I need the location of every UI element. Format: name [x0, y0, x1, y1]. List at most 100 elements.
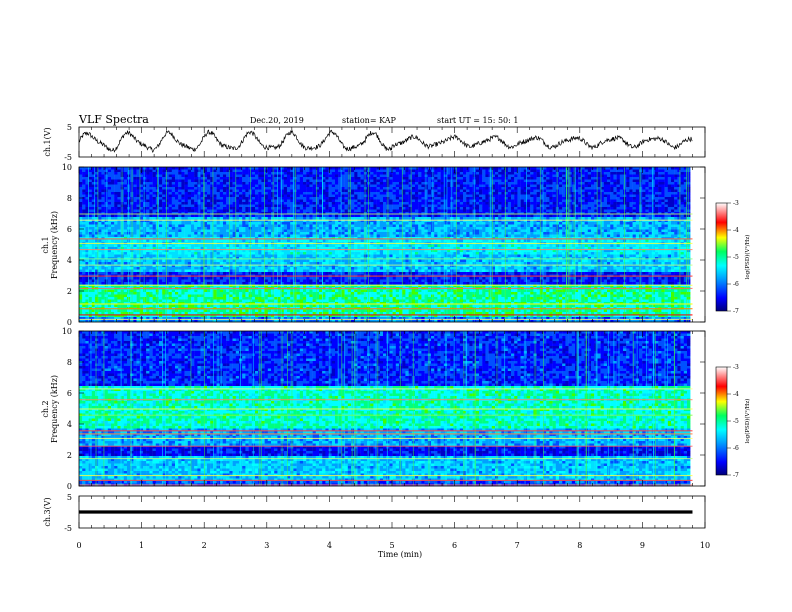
spectrogram-cell [645, 172, 648, 175]
ch1-spectrogram-panel: 0246810 ch.1 Frequency (kHz) -3-4-5-6-7 … [41, 163, 751, 327]
spectrogram-cell [101, 185, 104, 188]
spectrogram-cell [514, 185, 517, 188]
spectrogram-cell [223, 167, 226, 170]
spectrogram-cell [181, 177, 184, 180]
spectrogram-cell [178, 167, 181, 170]
spectrogram-cell [188, 167, 191, 170]
spectrogram-cell [319, 180, 322, 183]
spectrogram-cell [620, 175, 623, 178]
spectrogram-cell [674, 182, 677, 185]
spectrogram-cell [674, 172, 677, 175]
spectrogram-cell [389, 182, 392, 185]
spectrogram-cell [501, 175, 504, 178]
spectrogram-cell [671, 185, 674, 188]
spectrogram-cell [466, 175, 469, 178]
spectrogram-cell [252, 175, 255, 178]
spectrogram-cell [661, 182, 664, 185]
spectrogram-cell [245, 177, 248, 180]
spectrogram-cell [437, 180, 440, 183]
spectrogram-cell [188, 182, 191, 185]
spectrogram-cell [181, 167, 184, 170]
spectrogram-cell [309, 167, 312, 170]
spectrogram-cell [543, 167, 546, 170]
spectrogram-cell [476, 182, 479, 185]
spectrogram-cell [153, 180, 156, 183]
spectrogram-cell [517, 175, 520, 178]
spectrogram-cell [482, 180, 485, 183]
spectrogram-cell [613, 180, 616, 183]
spectrogram-cell [485, 177, 488, 180]
spectrogram-cell [665, 172, 668, 175]
spectrogram-cell [396, 172, 399, 175]
spectrogram-cell [437, 172, 440, 175]
spectrogram-cell [153, 172, 156, 175]
spectrogram-cell [108, 180, 111, 183]
spectrogram-cell [418, 167, 421, 170]
spectrogram-cell [668, 185, 671, 188]
spectrogram-cell [332, 185, 335, 188]
spectrogram-cell [124, 182, 127, 185]
spectrogram-cell [485, 172, 488, 175]
spectrogram-cell [495, 172, 498, 175]
spectrogram-cell [588, 167, 591, 170]
spectrogram-cell [169, 185, 172, 188]
spectrogram-cell [604, 180, 607, 183]
spectrogram-cell [351, 182, 354, 185]
spectrogram-cell [373, 167, 376, 170]
spectrogram-cell [300, 167, 303, 170]
spectrogram-cell [345, 175, 348, 178]
spectrogram-cell [265, 167, 268, 170]
spectrogram-cell [268, 185, 271, 188]
spectrogram-cell [380, 172, 383, 175]
spectrogram-cell [591, 180, 594, 183]
spectrogram-cell [559, 175, 562, 178]
spectrogram-cell [178, 175, 181, 178]
spectrogram-cell [162, 170, 165, 173]
spectrogram-cell [415, 180, 418, 183]
spectrogram-cell [361, 175, 364, 178]
spectrogram-cell [361, 180, 364, 183]
spectrogram-cell [537, 170, 540, 173]
spectrogram-cell [665, 180, 668, 183]
spectrogram-cell [114, 175, 117, 178]
spectrogram-cell [207, 182, 210, 185]
spectrogram-cell [117, 175, 120, 178]
spectrogram-cell [588, 172, 591, 175]
spectrogram-cell [162, 175, 165, 178]
spectrogram-cell [629, 182, 632, 185]
spectrogram-cell [162, 182, 165, 185]
spectrogram-cell [287, 177, 290, 180]
spectrogram-cell [655, 185, 658, 188]
spectrogram-cell [620, 167, 623, 170]
spectrogram-cell [508, 175, 511, 178]
spectrogram-cell [495, 167, 498, 170]
spectrogram-cell [277, 180, 280, 183]
spectrogram-cell [114, 180, 117, 183]
spectrogram-cell [370, 177, 373, 180]
spectrogram-cell [181, 170, 184, 173]
spectrogram-cell [501, 167, 504, 170]
spectrogram-cell [284, 167, 287, 170]
spectrogram-cell [255, 170, 258, 173]
spectrogram-cell [268, 180, 271, 183]
spectrogram-cell [383, 180, 386, 183]
spectrogram-cell [457, 167, 460, 170]
spectrogram-cell [268, 167, 271, 170]
spectrogram-cell [220, 167, 223, 170]
spectrogram-cell [457, 177, 460, 180]
spectrogram-cell [613, 182, 616, 185]
spectrogram-cell [265, 172, 268, 175]
spectrogram-cell [258, 172, 261, 175]
spectrogram-cell [354, 175, 357, 178]
spectrogram-cell [82, 180, 85, 183]
spectrogram-cell [357, 172, 360, 175]
spectrogram-cell [508, 170, 511, 173]
spectrogram-cell [329, 175, 332, 178]
spectrogram-cell [498, 170, 501, 173]
spectrogram-cell [514, 180, 517, 183]
spectrogram-cell [415, 167, 418, 170]
header-start-time: start UT = 15: 50: 1 [437, 116, 518, 125]
spectrogram-cell [527, 175, 530, 178]
spectrogram-cell [178, 185, 181, 188]
spectrogram-cell [553, 180, 556, 183]
